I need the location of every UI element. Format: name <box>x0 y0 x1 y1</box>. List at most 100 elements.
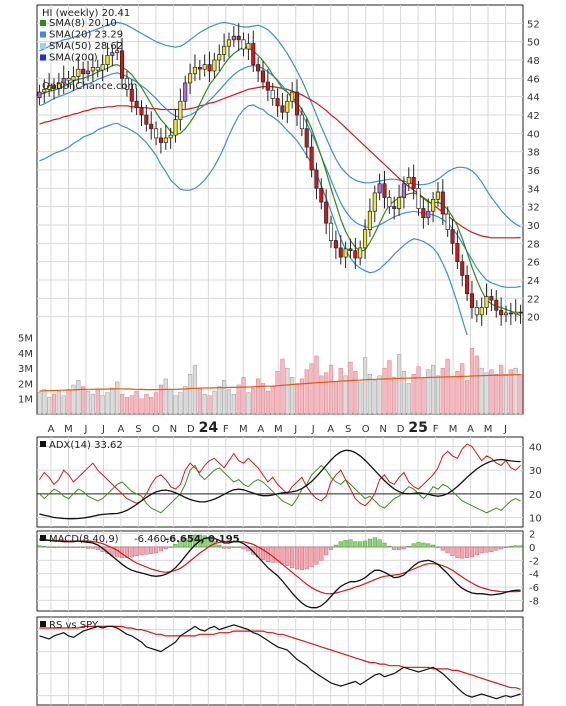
volume-bar <box>518 374 523 415</box>
macd-histogram-bar <box>353 541 358 548</box>
candle-body <box>212 59 217 72</box>
x-tick-label: J <box>101 424 105 435</box>
volume-bar <box>100 395 105 415</box>
macd-histogram-bar <box>367 538 372 548</box>
adx-line <box>39 449 521 520</box>
macd-histogram-bar <box>387 546 392 548</box>
volume-bar <box>192 364 198 415</box>
volume-bar <box>465 380 470 415</box>
candle-body <box>479 307 484 316</box>
x-tick-label: J <box>83 424 87 435</box>
macd-histogram-bar <box>226 546 232 549</box>
candle-body <box>377 183 382 194</box>
macd-histogram-bar <box>188 536 193 548</box>
volume-bar <box>212 390 217 415</box>
volume-bar <box>236 384 241 415</box>
macd-histogram-bar <box>372 537 377 548</box>
legend-swatch <box>40 54 46 61</box>
legend-swatch <box>40 20 46 26</box>
volume-bar <box>115 381 120 415</box>
macd-histogram-bar <box>202 535 207 548</box>
candle-body <box>319 187 324 203</box>
macd-histogram-bar <box>304 546 309 570</box>
macd-histogram-bar <box>431 544 436 548</box>
candle-body <box>158 137 163 143</box>
candle-body <box>362 229 368 249</box>
volume-average-line <box>39 374 521 392</box>
volume-bar <box>299 378 304 415</box>
volume-bar <box>494 374 499 415</box>
chart-labels: A M J J A S O N D 24 F M A M J J A S O N D 25 F M A M J20222426283… <box>18 8 542 631</box>
macd-histogram-bar <box>85 546 91 549</box>
macd-histogram-bar <box>95 546 100 550</box>
macd-histogram-bar <box>324 546 329 556</box>
x-tick-label: O <box>152 424 160 435</box>
candle-body <box>426 210 431 219</box>
macd-tick-label: -4 <box>529 570 539 581</box>
rs-average-line <box>39 625 521 690</box>
candle-body <box>226 39 232 47</box>
macd-histogram-bar <box>484 546 489 553</box>
macd-signal-value-label: -6.654, <box>165 534 205 545</box>
volume-bar <box>144 393 149 415</box>
price-tick-label: 32 <box>527 203 540 214</box>
price-tick-label: 50 <box>527 38 540 49</box>
macd-histogram-bar <box>47 546 52 548</box>
candle-body <box>124 77 129 90</box>
candle-body <box>469 293 475 308</box>
candle-body <box>95 66 100 71</box>
chart-title: HI (weekly) 20.41 <box>42 8 130 19</box>
price-tick-label: 34 <box>527 184 540 195</box>
macd-histogram-bar <box>285 546 290 566</box>
macd-value-label: -6.460, <box>134 534 169 545</box>
candle-body <box>129 88 134 102</box>
candle-body <box>76 68 81 77</box>
macd-histogram-bar <box>474 546 479 556</box>
volume-tick-label: 3M <box>18 364 33 375</box>
adx-tick-label: 10 <box>529 514 542 525</box>
macd-histogram-bar <box>348 539 353 548</box>
volume-bar <box>401 370 407 415</box>
volume-tick-label: 2M <box>18 379 33 390</box>
volume-bar <box>119 393 125 415</box>
macd-tick-label: -6 <box>529 583 539 594</box>
x-tick-label: 24 <box>199 420 219 436</box>
macd-tick-label: -8 <box>529 596 539 607</box>
candle-body <box>314 169 319 189</box>
x-tick-label: A <box>118 424 125 435</box>
macd-signal-line <box>39 539 521 595</box>
volume-bar <box>455 370 460 415</box>
adx-panel <box>36 436 524 528</box>
candle-body <box>173 119 178 136</box>
x-tick-label: M <box>449 424 458 435</box>
adx-plus-di-line <box>38 443 521 507</box>
volume-bar <box>499 364 504 415</box>
volume-bar <box>333 381 338 415</box>
macd-tick-label: 2 <box>529 530 535 541</box>
candle-body <box>358 247 363 259</box>
macd-histogram-bar <box>37 545 42 548</box>
x-tick-label: M <box>484 424 493 435</box>
price-tick-label: 26 <box>527 258 540 269</box>
candle-body <box>222 45 227 55</box>
volume-bar <box>178 392 183 415</box>
macd-histogram-bar <box>460 546 465 559</box>
macd-histogram-bar <box>489 546 494 552</box>
sma50-line <box>39 85 521 239</box>
volume-bar <box>153 392 159 415</box>
volume-bar <box>319 375 324 415</box>
price-tick-label: 40 <box>527 129 540 140</box>
x-tick-label: J <box>293 424 297 435</box>
x-tick-label: J <box>503 424 507 435</box>
macd-histogram-bar <box>42 546 47 548</box>
macd-histogram-bar <box>363 540 368 548</box>
x-tick-label: J <box>311 424 315 435</box>
macd-histogram-bar <box>479 546 484 554</box>
candle-body <box>435 191 441 200</box>
volume-bar <box>479 367 484 415</box>
candle-body <box>508 312 513 315</box>
macd-histogram-bar <box>358 541 363 548</box>
adx-title: ADX(14) 33.62 <box>49 440 123 451</box>
macd-histogram-bar <box>494 546 499 551</box>
candle-body <box>81 68 86 75</box>
